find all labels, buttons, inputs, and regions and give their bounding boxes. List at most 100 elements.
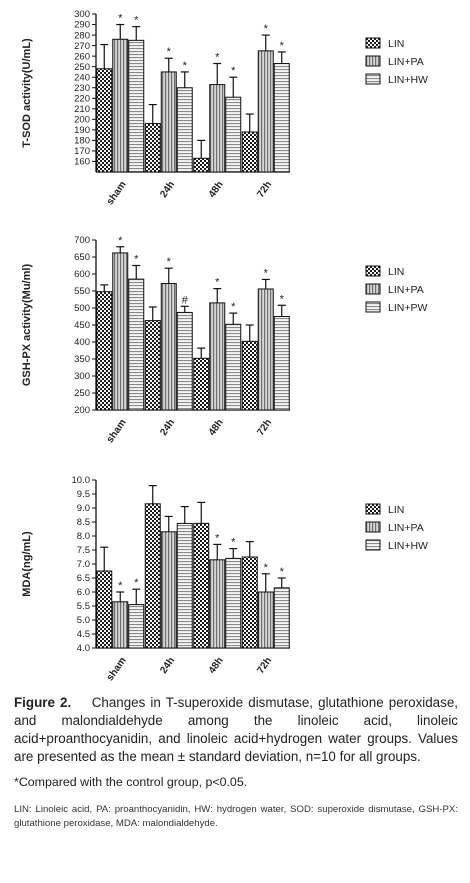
bar-lin: [96, 68, 113, 173]
significance-marker: *: [215, 52, 220, 64]
bar-lin-pa: [160, 283, 177, 411]
y-tick-label: 4.5: [77, 629, 90, 640]
y-tick-label: 200: [74, 115, 90, 126]
y-tick-label: 170: [74, 146, 90, 157]
legend-label-lin-hw: LIN+PW: [388, 302, 427, 314]
y-tick-label: 190: [74, 125, 90, 136]
y-tick-label: 180: [74, 136, 90, 147]
y-tick-label: 230: [74, 83, 90, 94]
bar-lin: [96, 570, 113, 649]
x-tick-label: 48h: [207, 655, 226, 675]
x-tick-label: sham: [105, 179, 129, 207]
significance-marker: *: [134, 254, 139, 266]
y-tick-label: 10.0: [72, 475, 91, 486]
bar-lin: [241, 340, 258, 411]
bar-lin-hw: [225, 323, 242, 411]
caption-significance-note: *Compared with the control group, p<0.05…: [14, 775, 248, 789]
legend-swatch-lin: [365, 265, 381, 277]
significance-marker: *: [264, 562, 269, 574]
legend-label-lin-hw: LIN+HW: [388, 540, 428, 552]
y-tick-label: 260: [74, 51, 90, 62]
bar-lin: [193, 522, 210, 649]
y-tick-label: 4.0: [77, 643, 90, 654]
bar-lin: [144, 503, 161, 649]
x-tick-label: 48h: [207, 179, 226, 199]
significance-marker: *: [167, 256, 172, 268]
legend-swatch-lin: [365, 37, 381, 49]
bar-lin-hw: [273, 63, 290, 173]
x-tick-label: 24h: [158, 417, 177, 437]
y-tick-label: 600: [74, 269, 90, 280]
y-tick-label: 9.5: [77, 489, 90, 500]
y-tick-label: 400: [74, 337, 90, 348]
x-tick-label: 48h: [207, 417, 226, 437]
bar-lin-pa: [209, 302, 226, 411]
legend-swatch-lin-hw: [365, 539, 381, 551]
significance-marker: *: [215, 277, 220, 289]
significance-marker: *: [264, 267, 269, 279]
significance-marker: *: [118, 580, 123, 592]
bar-lin-pa: [160, 531, 177, 649]
significance-marker: *: [280, 566, 285, 578]
figure-charts: 1601701801902002102202302402502602702802…: [21, 9, 428, 683]
x-tick-label: sham: [105, 655, 129, 683]
significance-marker: *: [183, 60, 188, 72]
y-axis-label: MDA(ng/mL): [21, 531, 33, 597]
bar-lin: [193, 157, 210, 173]
y-axis-label: T-SOD activity(U/mL): [21, 38, 33, 148]
y-tick-label: 9.0: [77, 503, 90, 514]
bar-lin-pa: [112, 601, 129, 649]
y-tick-label: 700: [74, 235, 90, 246]
bar-lin-hw: [225, 557, 242, 649]
bar-lin: [193, 357, 210, 411]
y-tick-label: 300: [74, 371, 90, 382]
bar-lin: [144, 123, 161, 173]
x-tick-label: 24h: [158, 179, 177, 199]
y-tick-label: 6.0: [77, 587, 90, 598]
y-tick-label: 5.0: [77, 615, 90, 626]
significance-marker: *: [118, 13, 123, 25]
mda-chart: 4.0 4.5 5.0 5.5 6.0 6.5 7.0 7.5 8.0 8.5 9.0 9.5 10.0…: [21, 475, 428, 683]
y-tick-label: 240: [74, 72, 90, 83]
y-tick-label: 250: [74, 388, 90, 399]
y-tick-label: 550: [74, 286, 90, 297]
gsh-px-chart: 200 250 300 350 400 450 500 550 600 650 700 GSH-PX …: [21, 235, 427, 445]
figure-caption: Figure 2. Changes in T-superoxide dismut…: [14, 694, 458, 831]
y-tick-label: 450: [74, 320, 90, 331]
legend-label-lin-hw: LIN+HW: [388, 74, 428, 86]
y-tick-label: 300: [74, 9, 90, 20]
legend-label-lin-pa: LIN+PA: [388, 522, 424, 534]
legend-swatch-lin-pa: [365, 521, 381, 533]
bar-lin-pa: [112, 38, 129, 173]
bar-lin: [241, 131, 258, 173]
caption-label: Figure 2.: [14, 695, 72, 710]
bar-lin: [96, 291, 113, 411]
y-axis-label: GSH-PX activity(Mu/ml): [21, 264, 33, 387]
significance-marker: *: [231, 537, 236, 549]
y-tick-label: 6.5: [77, 573, 90, 584]
y-tick-label: 280: [74, 30, 90, 41]
bar-lin-hw: [128, 278, 145, 411]
legend-label-lin: LIN: [388, 266, 404, 278]
bar-lin-hw: [128, 39, 145, 173]
bar-lin-pa: [209, 84, 226, 173]
x-tick-label: 72h: [255, 179, 274, 199]
y-tick-label: 5.5: [77, 601, 90, 612]
bar-lin-hw: [176, 311, 193, 411]
legend-swatch-lin-pa: [365, 283, 381, 295]
legend-swatch-lin-hw: [365, 301, 381, 313]
bar-lin-pa: [209, 559, 226, 649]
x-tick-label: sham: [105, 417, 129, 445]
y-tick-label: 7.0: [77, 559, 90, 570]
legend-swatch-lin: [365, 503, 381, 515]
bar-lin: [144, 320, 161, 411]
significance-marker: #: [182, 294, 189, 306]
y-tick-label: 210: [74, 104, 90, 115]
y-tick-label: 270: [74, 41, 90, 52]
bar-lin-hw: [176, 87, 193, 173]
bar-lin-hw: [273, 587, 290, 649]
y-tick-label: 350: [74, 354, 90, 365]
y-tick-label: 8.0: [77, 531, 90, 542]
bar-lin: [241, 556, 258, 649]
caption-text: Changes in T-superoxide dismutase, gluta…: [14, 695, 458, 764]
